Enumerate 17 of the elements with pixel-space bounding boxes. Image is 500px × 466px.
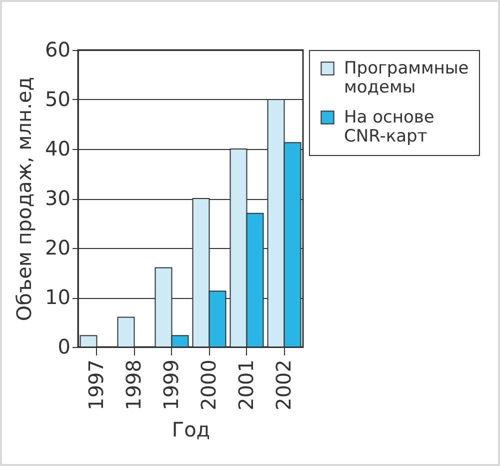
x-tick-label: 1997	[84, 360, 108, 410]
x-tick-label: 2001	[234, 360, 258, 410]
y-tick-label: 50	[45, 87, 70, 111]
y-axis-title: Объем продаж, млн.ед	[12, 76, 36, 322]
legend-label: Программные модемы	[344, 58, 469, 98]
x-tick-label: 1999	[158, 360, 183, 410]
x-tick-label: 2000	[196, 360, 220, 410]
y-tick-label: 30	[45, 186, 70, 210]
x-tick-label: 2002	[271, 360, 296, 410]
x-axis-title: Год	[172, 417, 210, 442]
x-tick-label: 1998	[121, 360, 146, 410]
y-tick-label: 10	[45, 285, 70, 309]
legend-label: На основе CNR-карт	[344, 108, 434, 146]
y-tick-label: 40	[45, 136, 70, 160]
y-tick-label: 0	[58, 334, 70, 358]
y-tick-label: 60	[45, 38, 70, 62]
y-tick-label: 20	[45, 236, 70, 260]
